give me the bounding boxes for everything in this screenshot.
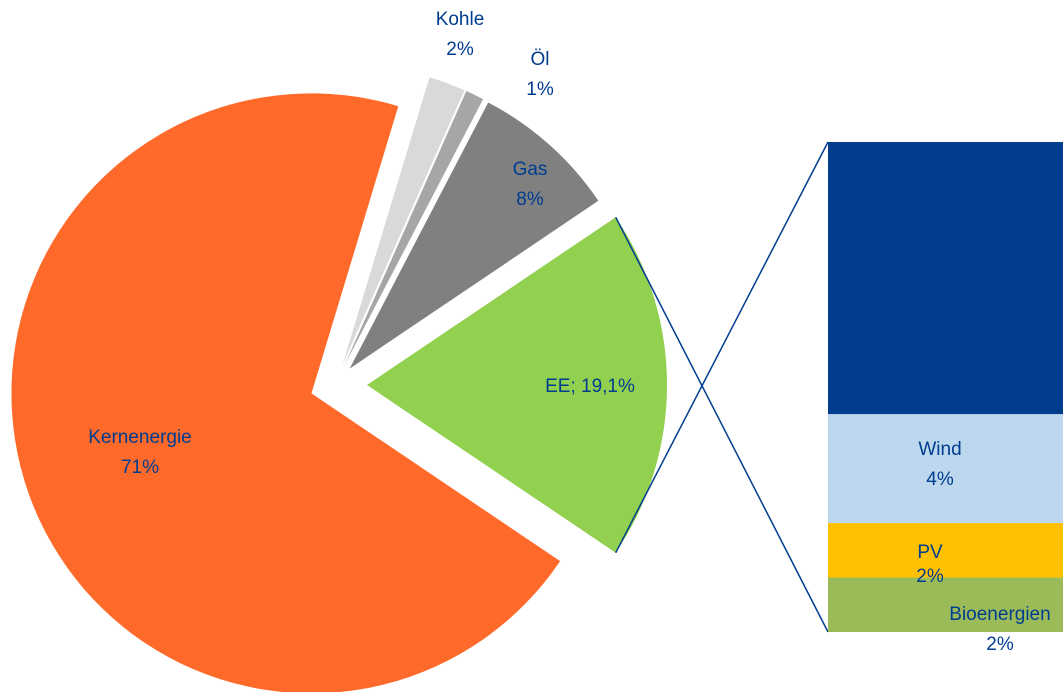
segment-name: Wind xyxy=(918,439,961,460)
bar-segment xyxy=(828,523,1063,578)
pie-slice xyxy=(11,93,561,692)
slice-name: Öl xyxy=(531,49,550,70)
bar-segment xyxy=(828,577,1063,632)
bar-segment xyxy=(828,414,1063,524)
bar-segment xyxy=(828,142,1063,415)
segment-label: 2% xyxy=(916,566,944,587)
segment-label: 2% xyxy=(986,634,1014,655)
segment-label: 10% xyxy=(966,259,1004,280)
slice-label: 2% xyxy=(446,39,474,60)
pie-slice xyxy=(344,91,484,366)
slice-label: EE; 19,1% xyxy=(545,376,635,397)
slice-name: Kernenergie xyxy=(88,427,192,448)
slice-label: 8% xyxy=(516,189,544,210)
slice-name: Gas xyxy=(513,159,548,180)
pie-slice xyxy=(342,77,465,365)
connector-line xyxy=(615,216,829,633)
connector-line xyxy=(615,141,829,554)
pie-slice xyxy=(349,102,599,369)
slice-label: 1% xyxy=(526,79,554,100)
segment-name: PV xyxy=(917,542,943,563)
segment-name: Bioenergien xyxy=(949,604,1050,625)
pie-slice xyxy=(367,217,667,553)
slice-name: Kohle xyxy=(436,9,485,30)
segment-label: 4% xyxy=(926,469,954,490)
segment-name: Wasserkraft xyxy=(935,229,1036,250)
slice-label: 71% xyxy=(121,457,159,478)
